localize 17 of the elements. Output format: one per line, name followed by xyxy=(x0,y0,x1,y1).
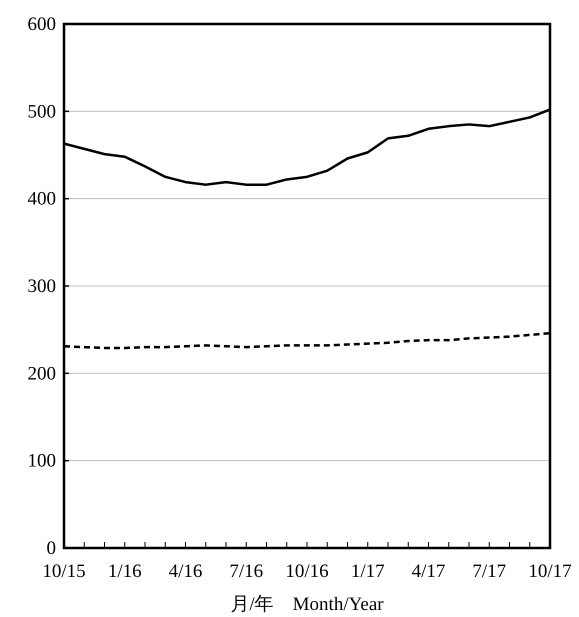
x-tick-label: 7/16 xyxy=(229,561,264,582)
x-tick-label: 7/17 xyxy=(472,561,506,582)
x-tick-label: 4/16 xyxy=(168,561,202,582)
y-tick-label: 600 xyxy=(28,14,56,35)
y-tick-label: 0 xyxy=(46,538,56,559)
y-tick-label: 300 xyxy=(28,276,56,297)
x-tick-label: 1/16 xyxy=(108,561,142,582)
x-tick-label: 10/17 xyxy=(528,561,572,582)
y-tick-label: 100 xyxy=(28,450,56,472)
x-axis-title: 月/年 Month/Year xyxy=(230,594,384,615)
y-tick-label: 200 xyxy=(28,363,56,384)
x-tick-label: 10/16 xyxy=(285,561,329,582)
x-tick-label: 1/17 xyxy=(350,561,385,582)
x-tick-label: 10/15 xyxy=(42,561,86,582)
y-tick-label: 500 xyxy=(28,101,56,122)
y-tick-label: 400 xyxy=(28,188,56,210)
x-tick-label: 4/17 xyxy=(412,561,446,582)
